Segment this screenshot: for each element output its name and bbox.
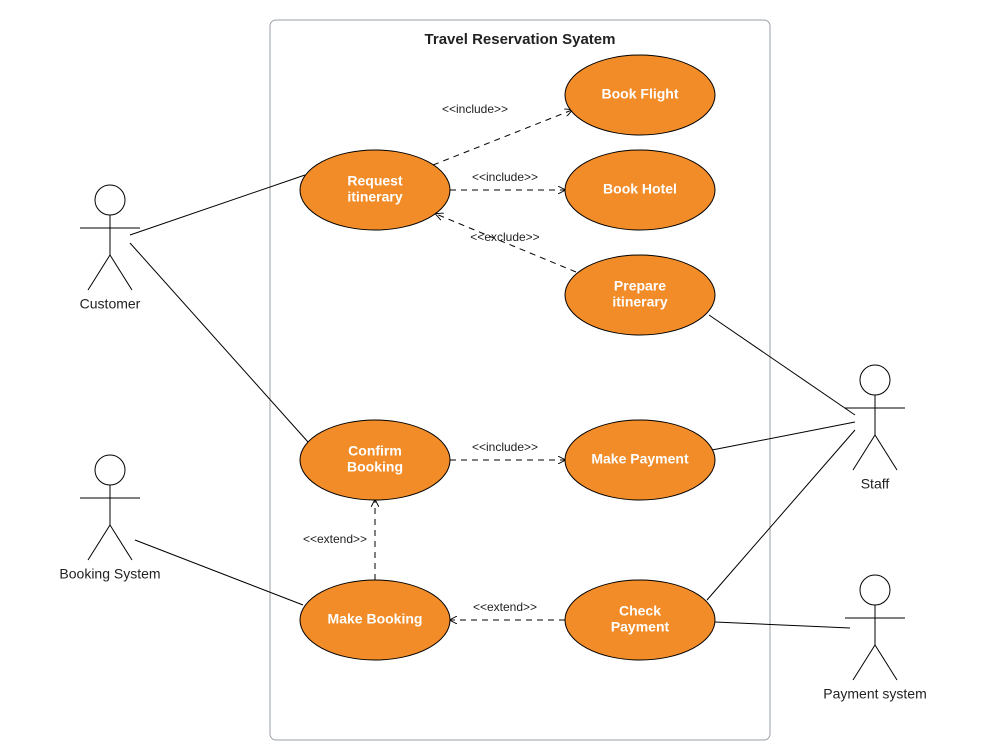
system-title: Travel Reservation Syatem: [425, 31, 616, 48]
relation-label: <<include>>: [472, 440, 538, 454]
usecase-label: Make Booking: [328, 611, 423, 627]
actor-label: Payment system: [823, 686, 926, 702]
usecase-label: Payment: [611, 619, 670, 635]
usecase-make_payment: Make Payment: [565, 420, 715, 500]
usecase-prepare_itinerary: Prepareitinerary: [565, 255, 715, 335]
usecase-label: itinerary: [347, 189, 402, 205]
usecase-book_flight: Book Flight: [565, 55, 715, 135]
relation-payment_system-check_payment: [715, 622, 850, 628]
usecase-make_booking: Make Booking: [300, 580, 450, 660]
relation-staff-prepare_itinerary: [709, 315, 855, 415]
usecase-label: Confirm: [348, 443, 402, 459]
actor-customer: Customer: [80, 185, 141, 312]
usecase-confirm_booking: ConfirmBooking: [300, 420, 450, 500]
relation-customer-request_itinerary: [130, 175, 305, 235]
usecase-label: Request: [347, 173, 403, 189]
relation-staff-make_payment: [712, 422, 855, 450]
usecase-label: Make Payment: [591, 451, 689, 467]
usecase-label: Book Hotel: [603, 181, 677, 197]
usecase-label: Check: [619, 603, 661, 619]
usecase-label: itinerary: [612, 294, 667, 310]
actor-booking_system: Booking System: [59, 455, 160, 582]
relation-label: <<exclude>>: [470, 230, 539, 244]
actor-staff: Staff: [845, 365, 905, 492]
actor-label: Booking System: [59, 566, 160, 582]
usecase-check_payment: CheckPayment: [565, 580, 715, 660]
use-case-diagram: Travel Reservation Syatem <<include>> <<in…: [0, 0, 1000, 750]
actor-label: Staff: [861, 476, 890, 492]
actor-payment_system: Payment system: [823, 575, 926, 702]
relation-request_itinerary-book_flight: [433, 110, 572, 165]
relation-label: <<extend>>: [303, 532, 367, 546]
relation-label: <<include>>: [472, 170, 538, 184]
usecase-label: Prepare: [614, 278, 666, 294]
relation-customer-confirm_booking: [130, 243, 308, 442]
actor-label: Customer: [80, 296, 141, 312]
usecase-label: Book Flight: [602, 86, 679, 102]
relation-label: <<include>>: [442, 102, 508, 116]
usecase-book_hotel: Book Hotel: [565, 150, 715, 230]
usecase-request_itinerary: Requestitinerary: [300, 150, 450, 230]
relation-label: <<extend>>: [473, 600, 537, 614]
usecase-label: Booking: [347, 459, 403, 475]
relation-staff-check_payment: [707, 430, 855, 600]
